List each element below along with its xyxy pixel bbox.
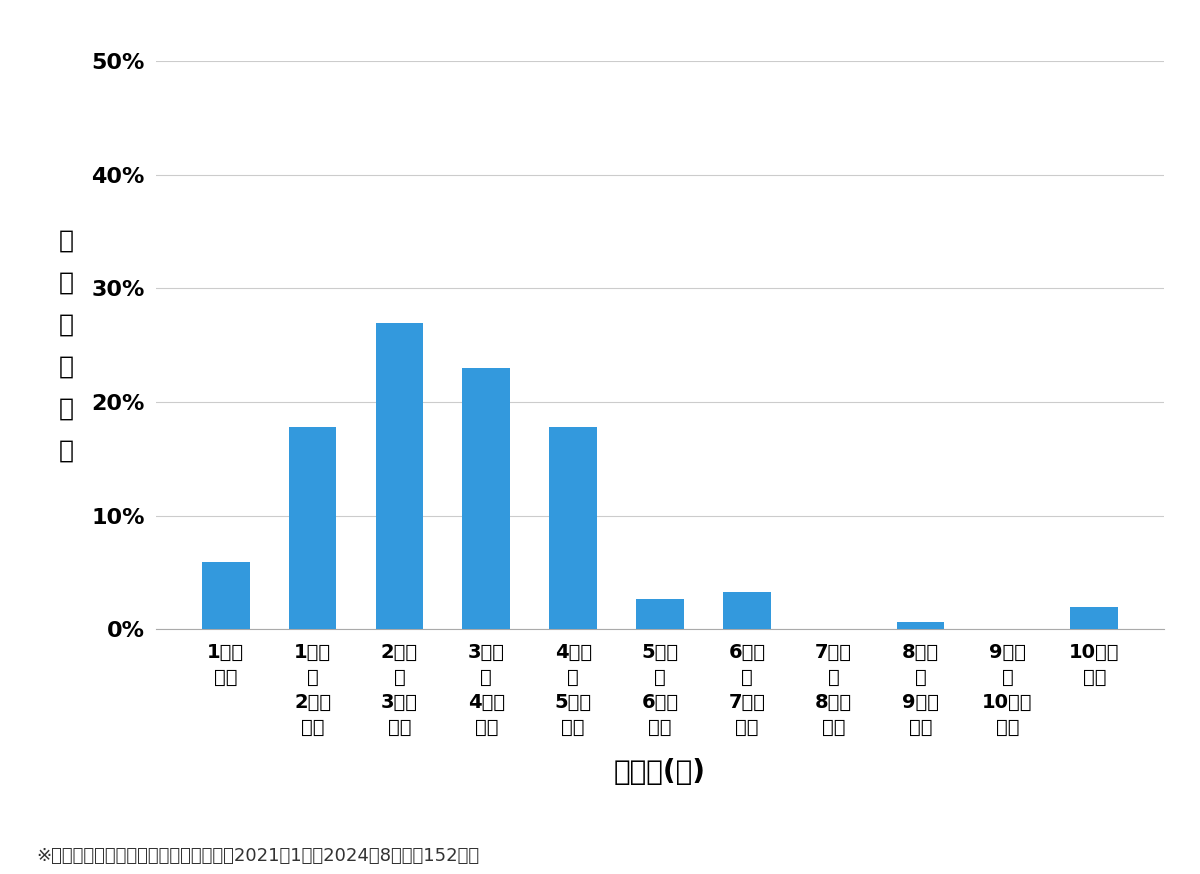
Text: ※弊社受付の案件を対象に集計（期間：2021年1月～2024年8月、訜152件）: ※弊社受付の案件を対象に集計（期間：2021年1月～2024年8月、訜152件）: [36, 847, 479, 865]
Text: 割: 割: [59, 396, 73, 420]
Bar: [462, 368, 510, 629]
Text: 価: 価: [59, 228, 73, 253]
Bar: [722, 592, 770, 629]
X-axis label: 価格帯(円): 価格帯(円): [614, 758, 706, 786]
Bar: [1070, 607, 1118, 629]
Bar: [289, 427, 336, 629]
Bar: [376, 323, 424, 629]
Text: 合: 合: [59, 438, 73, 462]
Bar: [896, 621, 944, 629]
Text: の: の: [59, 354, 73, 378]
Text: 帯: 帯: [59, 312, 73, 336]
Bar: [550, 427, 598, 629]
Bar: [202, 562, 250, 629]
Bar: [636, 600, 684, 629]
Text: 格: 格: [59, 270, 73, 295]
